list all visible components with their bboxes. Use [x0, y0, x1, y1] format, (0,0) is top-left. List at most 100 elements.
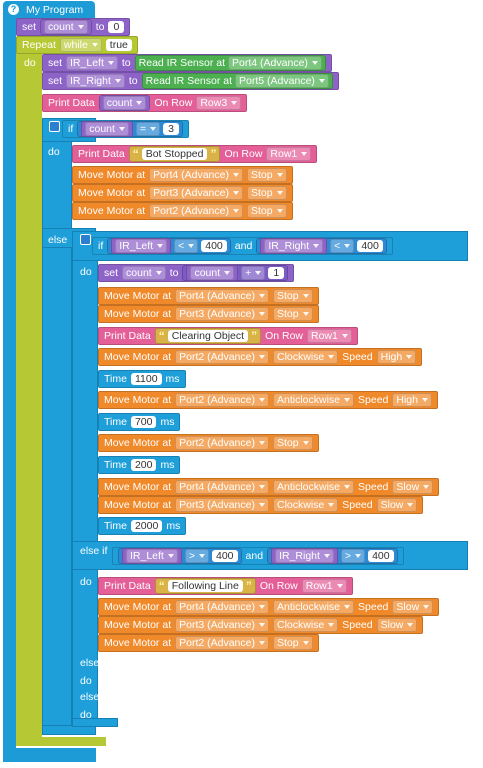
dropdown[interactable]: Clockwise — [272, 350, 339, 364]
dropdown[interactable]: Port3 (Advance) — [149, 186, 243, 200]
block[interactable]: if IR_Left <400 and IR_Right <400 — [92, 237, 393, 255]
dropdown[interactable]: Port4 (Advance) — [175, 480, 269, 494]
dropdown[interactable]: High — [376, 350, 417, 364]
dropdown[interactable]: Port4 (Advance) — [175, 289, 269, 303]
input-field[interactable]: 1 — [268, 267, 285, 279]
block[interactable]: Move Motor at Port2 (Advance) Clockwise Spe… — [98, 348, 423, 366]
dropdown[interactable]: IR_Right — [275, 549, 334, 563]
dropdown[interactable]: count — [102, 96, 147, 110]
dropdown[interactable]: Anticlockwise — [272, 393, 355, 407]
nested-block[interactable]: “Clearing Object” — [154, 328, 262, 344]
dropdown[interactable]: = — [135, 122, 161, 136]
help-icon[interactable]: ? — [8, 4, 19, 15]
dropdown[interactable]: Stop — [272, 636, 313, 650]
input-field[interactable]: 400 — [201, 240, 227, 252]
dropdown[interactable]: Clockwise — [272, 618, 339, 632]
input-field[interactable]: Clearing Object — [167, 330, 249, 342]
block[interactable]: Time 1100 ms — [98, 370, 186, 388]
input-field[interactable]: 0 — [108, 21, 125, 33]
dropdown[interactable]: Row1 — [307, 329, 352, 343]
dropdown[interactable]: count — [190, 266, 235, 280]
dropdown[interactable]: Slow — [392, 480, 434, 494]
dropdown[interactable]: Port2 (Advance) — [175, 393, 269, 407]
block[interactable]: Time 2000 ms — [98, 517, 187, 535]
dropdown[interactable]: Stop — [272, 436, 313, 450]
dropdown[interactable]: IR_Left — [66, 56, 118, 70]
nested-block[interactable]: IR_Right — [271, 548, 338, 564]
dropdown[interactable]: while — [59, 38, 102, 52]
block[interactable]: set IR_Right to Read IR Sensor at Port5 (Adv… — [42, 72, 339, 90]
dropdown[interactable]: IR_Right — [66, 74, 125, 88]
dropdown[interactable]: < — [330, 239, 355, 253]
nested-block[interactable]: “Following Line” — [154, 578, 256, 594]
dropdown[interactable]: Row1 — [301, 579, 347, 593]
block[interactable]: Move Motor at Port3 (Advance) Stop — [98, 305, 319, 323]
nested-block[interactable]: Read IR Sensor at Port4 (Advance) — [134, 55, 326, 71]
block[interactable]: Move Motor at Port2 (Advance) Anticlockwis… — [98, 391, 438, 409]
dropdown[interactable]: Port4 (Advance) — [175, 600, 269, 614]
dropdown[interactable]: Row3 — [196, 96, 242, 110]
block[interactable]: Move Motor at Port2 (Advance) Stop — [98, 434, 319, 452]
input-field[interactable]: 400 — [212, 550, 238, 562]
input-field[interactable]: 200 — [130, 459, 157, 471]
nested-block[interactable]: IR_Left >400 — [118, 548, 242, 564]
input-field[interactable]: 400 — [368, 550, 394, 562]
dropdown[interactable]: Port4 (Advance) — [149, 168, 243, 182]
dropdown[interactable]: Port2 (Advance) — [175, 436, 269, 450]
nested-block[interactable]: Read IR Sensor at Port5 (Advance) — [141, 73, 333, 89]
input-field[interactable]: 700 — [130, 416, 157, 428]
dropdown[interactable]: Slow — [392, 600, 434, 614]
dropdown[interactable]: Port3 (Advance) — [175, 307, 269, 321]
dropdown[interactable]: High — [392, 393, 432, 407]
nested-block[interactable]: IR_Left — [111, 238, 172, 254]
block[interactable]: set count to count +1 — [98, 264, 295, 282]
input-field[interactable]: Bot Stopped — [141, 148, 208, 160]
input-field[interactable]: Following Line — [167, 580, 243, 592]
block[interactable]: if count = 3 — [62, 120, 190, 138]
nested-block[interactable]: IR_Right >400 — [267, 548, 398, 564]
nested-block[interactable]: count — [186, 265, 239, 281]
dropdown[interactable]: Port3 (Advance) — [175, 618, 269, 632]
dropdown[interactable]: Stop — [246, 204, 287, 218]
block[interactable]: Move Motor at Port4 (Advance) Stop — [98, 287, 319, 305]
block[interactable]: Move Motor at Port3 (Advance) Stop — [72, 184, 293, 202]
dropdown[interactable]: Slow — [376, 618, 418, 632]
dropdown[interactable]: Stop — [246, 168, 287, 182]
block[interactable]: Print Data “Following Line” On Row Row1 — [98, 577, 353, 595]
dropdown[interactable]: count — [122, 266, 166, 280]
nested-block[interactable]: count — [81, 121, 133, 137]
dropdown[interactable]: > — [184, 549, 209, 563]
block[interactable]: Print Data count On Row Row3 — [42, 94, 248, 112]
dropdown[interactable]: Row1 — [266, 147, 312, 161]
dropdown[interactable]: < — [174, 239, 199, 253]
block[interactable]: set count to 0 — [16, 18, 131, 36]
dropdown[interactable]: IR_Left — [126, 549, 178, 563]
block[interactable]: Move Motor at Port4 (Advance) Anticlockwis… — [98, 598, 440, 616]
block[interactable]: Move Motor at Port3 (Advance) Clockwise Spe… — [98, 616, 424, 634]
dropdown[interactable]: Stop — [272, 307, 313, 321]
block[interactable]: Move Motor at Port2 (Advance) Stop — [98, 634, 319, 652]
dropdown[interactable]: count — [44, 20, 88, 34]
dropdown[interactable]: Stop — [246, 186, 287, 200]
input-field[interactable]: true — [105, 39, 132, 51]
dropdown[interactable]: Anticlockwise — [272, 600, 355, 614]
dropdown[interactable]: Anticlockwise — [272, 480, 355, 494]
nested-block[interactable]: “Bot Stopped” — [128, 146, 221, 162]
block[interactable]: Print Data “Clearing Object” On Row Row1 — [98, 327, 358, 345]
gear-icon[interactable] — [80, 234, 91, 245]
block[interactable]: Move Motor at Port4 (Advance) Stop — [72, 166, 293, 184]
dropdown[interactable]: Stop — [272, 289, 313, 303]
dropdown[interactable]: IR_Left — [115, 239, 168, 253]
input-field[interactable]: 2000 — [130, 520, 163, 532]
dropdown[interactable]: IR_Right — [264, 239, 324, 253]
nested-block[interactable]: count +1 — [182, 265, 289, 281]
dropdown[interactable]: count — [85, 122, 129, 136]
block[interactable]: Move Motor at Port2 (Advance) Stop — [72, 202, 293, 220]
dropdown[interactable]: + — [241, 266, 266, 280]
dropdown[interactable]: Port3 (Advance) — [175, 498, 269, 512]
block[interactable]: Move Motor at Port4 (Advance) Anticlockwis… — [98, 478, 440, 496]
input-field[interactable]: 3 — [163, 123, 180, 135]
block[interactable]: Time 700 ms — [98, 413, 181, 431]
nested-block[interactable]: count — [98, 95, 151, 111]
dropdown[interactable]: Port2 (Advance) — [175, 636, 269, 650]
